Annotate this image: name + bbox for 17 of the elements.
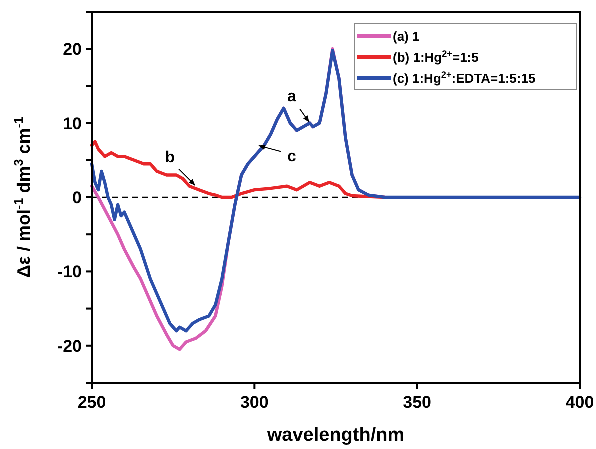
annotation: c [287,148,296,166]
y-tick-label: 20 [63,40,82,60]
x-axis-title: wavelength/nm [266,425,405,446]
x-tick-label: 350 [403,393,432,412]
x-tick-label: 400 [566,393,594,412]
legend-label: (c) 1:Hg$^{2+}$:EDTA=1:5:15 [393,70,536,86]
x-tick-label: 250 [78,393,106,412]
x-tick-label: 300 [240,393,269,412]
legend-label: (a) 1 [393,29,420,44]
legend-label: (b) 1:Hg$^{2+}$=1:5 [393,49,479,65]
y-tick-label: 10 [63,114,82,134]
annotation: b [165,149,176,166]
y-tick-label: -20 [57,336,82,356]
y-tick-label: 0 [72,188,82,208]
line-series [90,48,582,333]
annotation: a [288,88,297,106]
y-tick-label: -10 [57,262,82,282]
